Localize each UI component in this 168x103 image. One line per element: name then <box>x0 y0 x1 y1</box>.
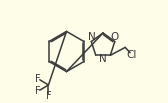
Text: N: N <box>88 32 96 42</box>
Text: F: F <box>35 86 41 96</box>
Text: Cl: Cl <box>127 50 137 60</box>
Text: F: F <box>46 91 51 101</box>
Text: O: O <box>111 32 119 42</box>
Text: N: N <box>99 54 107 64</box>
Text: F: F <box>35 74 41 84</box>
